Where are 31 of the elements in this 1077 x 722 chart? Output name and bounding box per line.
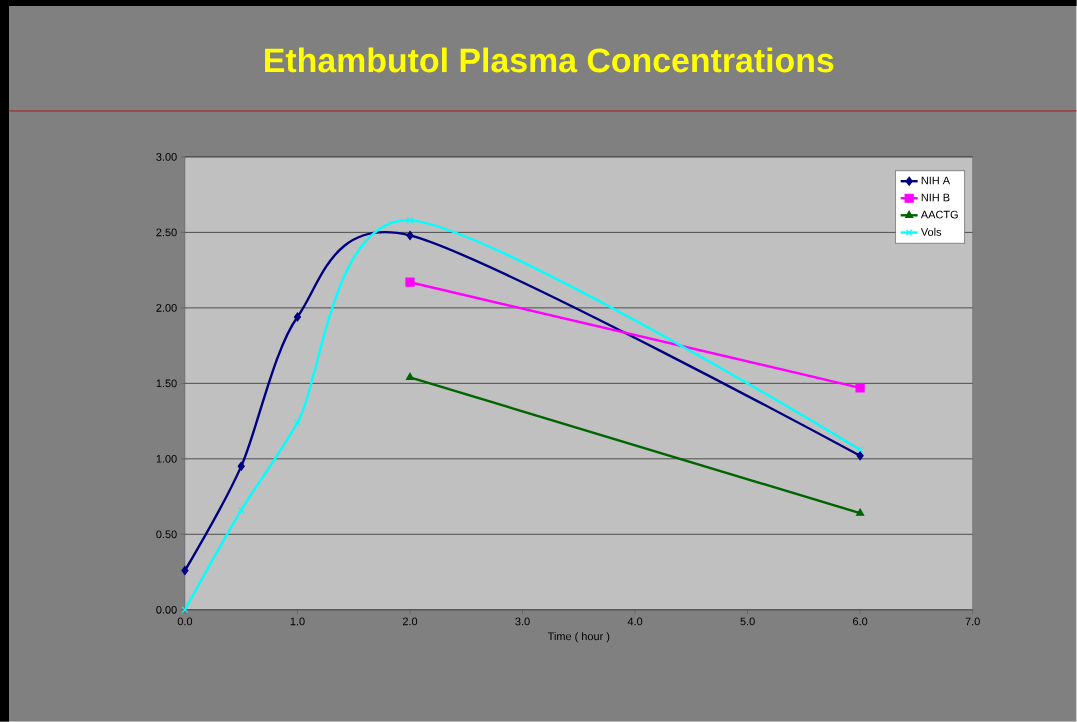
point [406, 217, 414, 224]
x-tick-label: 2.0 [402, 617, 418, 626]
point [293, 312, 302, 322]
y-tick-label: 1.00 [156, 455, 177, 463]
point [405, 277, 415, 287]
point [856, 451, 864, 461]
x-axis-title: Time ( hour ) [547, 632, 610, 643]
x-tick-label: 6.0 [853, 617, 868, 626]
x-tick-label: 3.0 [515, 617, 530, 626]
point [181, 606, 189, 614]
legend-label: AACTG [920, 210, 958, 219]
legend-label: Vols [920, 227, 942, 237]
x-tick-label: 7.0 [965, 617, 980, 626]
x-tick-label: 4.0 [627, 617, 643, 626]
x-tick-label: 5.0 [740, 617, 755, 626]
y-tick-label: 3.00 [156, 153, 177, 161]
x-tick-label: 1.0 [290, 617, 305, 626]
legend-label: NIH A [921, 176, 951, 185]
y-tick-label: 1.50 [156, 379, 177, 388]
point [181, 566, 189, 576]
y-tick-label: 2.50 [156, 228, 177, 237]
point [856, 446, 864, 454]
x-tick-label: 0.0 [177, 617, 193, 626]
y-tick-label: 0.00 [156, 606, 177, 614]
point [406, 230, 414, 241]
point [855, 383, 865, 393]
y-tick-label: 0.50 [156, 530, 177, 539]
chart-title: Ethambutol Plasma Concentrations [265, 47, 834, 73]
y-tick-label: 2.00 [156, 304, 177, 312]
legend-label: NIH B [921, 193, 950, 202]
point [237, 461, 245, 472]
